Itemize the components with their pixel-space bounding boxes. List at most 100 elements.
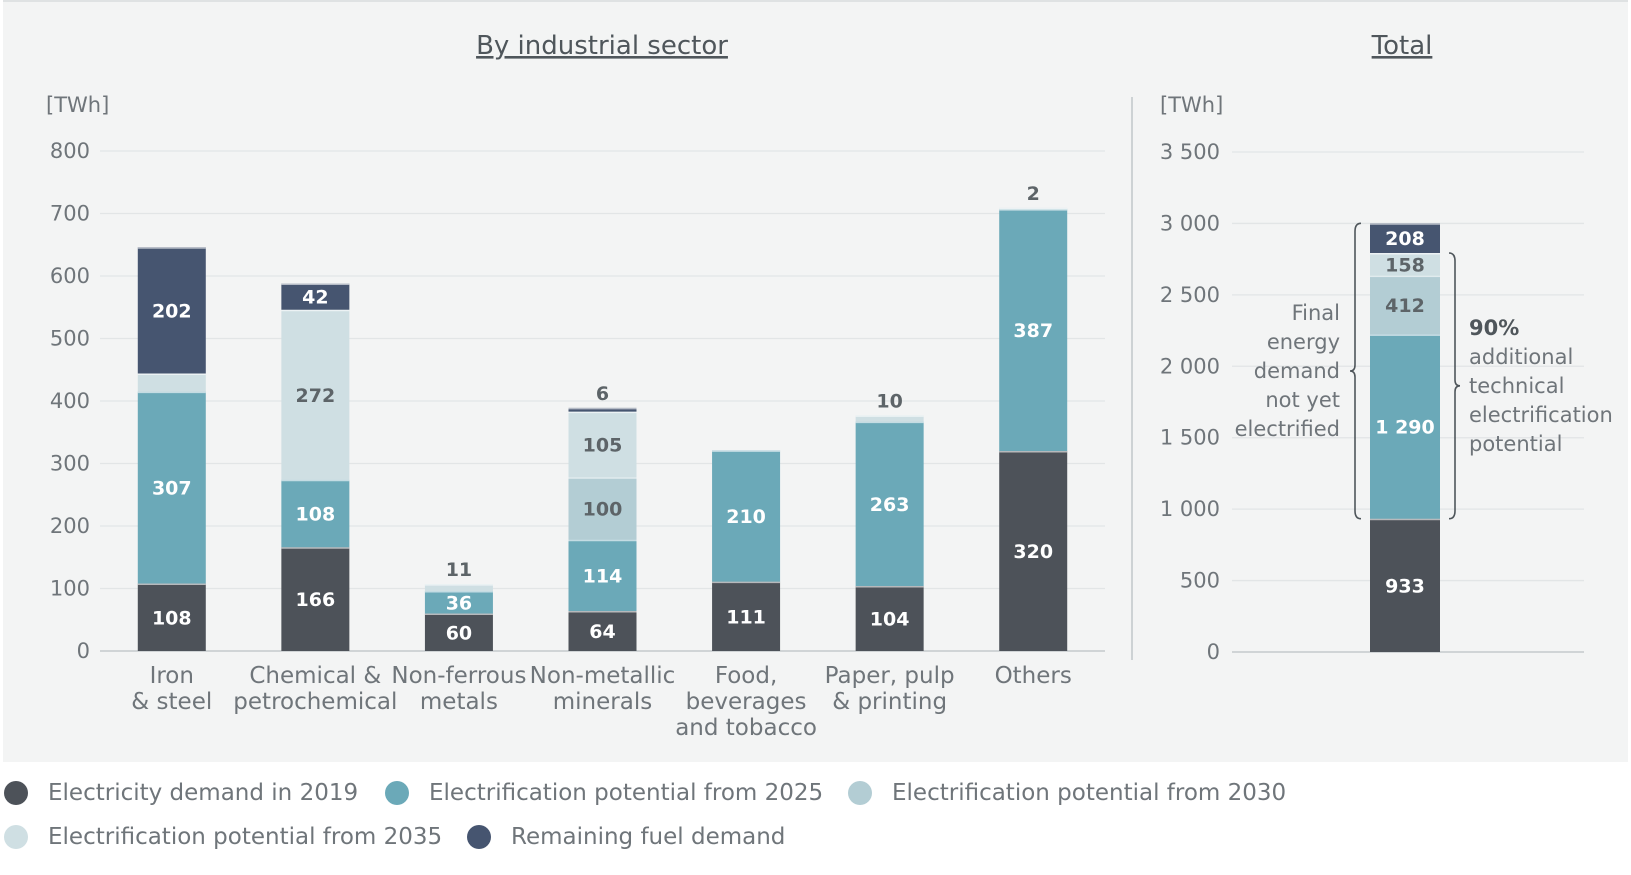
total-data-label: 208 <box>1385 228 1425 250</box>
legend-swatch <box>4 781 28 805</box>
x-category-label: Non-metallic <box>530 663 676 689</box>
legend-swatch <box>385 781 409 805</box>
data-label: 307 <box>152 478 192 500</box>
left-y-tick-label: 500 <box>50 327 90 351</box>
data-label: 108 <box>296 504 336 526</box>
x-category-label: metals <box>420 689 498 715</box>
bar-segment-fuel <box>568 407 637 412</box>
bar-segment-fuel <box>137 247 206 374</box>
left-y-tick-label: 0 <box>77 639 90 663</box>
data-label: 60 <box>446 622 472 644</box>
total-bar-segment-e2019 <box>1370 518 1440 652</box>
right-brace-annotation: potential <box>1469 432 1562 456</box>
x-category-label: Paper, pulp <box>825 663 955 689</box>
total-bar-segment-p2030 <box>1370 275 1440 335</box>
bar-segment-e2019 <box>137 583 206 651</box>
bar-segment-separator <box>1370 518 1440 521</box>
legend-swatch <box>467 825 491 849</box>
bar-segment-separator <box>137 247 206 249</box>
data-label: 42 <box>302 287 328 309</box>
bar-segment-separator <box>137 391 206 394</box>
data-label: 2 <box>1027 183 1040 205</box>
total-data-label: 158 <box>1385 254 1425 276</box>
data-label: 105 <box>583 434 623 456</box>
left-brace-annotation: Final <box>1292 301 1340 325</box>
bar-segment-separator <box>1370 275 1440 278</box>
right-brace-annotation: electrification <box>1469 403 1613 427</box>
bar-segment-separator <box>1370 334 1440 336</box>
right-y-tick-label: 2 500 <box>1160 283 1220 307</box>
bar-segment-p2025 <box>999 209 1068 451</box>
bar-segment-fuel <box>281 283 350 310</box>
data-label: 64 <box>589 621 615 643</box>
bar-segment-separator <box>137 373 206 375</box>
bar-segment-separator <box>424 584 493 586</box>
right-y-tick-label: 3 000 <box>1160 211 1220 235</box>
x-category-label: Non-ferrous <box>391 663 526 689</box>
bar-segment-e2019 <box>568 611 637 651</box>
data-label: 272 <box>296 385 336 407</box>
total-data-label: 412 <box>1385 295 1425 317</box>
data-label: 108 <box>152 607 192 629</box>
legend-label: Electricity demand in 2019 <box>48 780 359 806</box>
data-label: 111 <box>726 606 766 628</box>
data-label: 36 <box>446 592 472 614</box>
x-category-label: minerals <box>553 689 652 715</box>
left-y-tick-label: 600 <box>50 264 90 288</box>
data-label: 210 <box>726 506 766 528</box>
bar-segment-p2035 <box>568 411 637 478</box>
legend-label: Remaining fuel demand <box>511 824 786 850</box>
x-category-label: petrochemical <box>233 689 397 715</box>
data-label: 11 <box>446 559 472 581</box>
right-brace-annotation: technical <box>1469 374 1564 398</box>
legend-swatch <box>4 825 28 849</box>
x-category-label: & printing <box>832 689 947 715</box>
right-y-tick-label: 0 <box>1207 640 1220 664</box>
left-brace-annotation: energy <box>1267 330 1340 354</box>
bar-segment-p2025 <box>568 539 637 611</box>
left-y-tick-label: 300 <box>50 452 90 476</box>
right-brace-annotation: additional <box>1469 345 1573 369</box>
bar-segment-separator <box>424 613 493 615</box>
bar-segment-p2035 <box>137 373 206 392</box>
bar-segment-p2025 <box>137 391 206 584</box>
legend-item-e2019: Electricity demand in 2019 <box>4 780 358 806</box>
bar-segment-p2025 <box>424 591 493 614</box>
sector-chart: 0100200300400500600700800108307202Iron& … <box>50 139 1105 741</box>
x-category-label: beverages <box>686 689 807 715</box>
bar-segment-separator <box>855 586 924 588</box>
right-y-unit: [TWh] <box>1160 93 1223 117</box>
bar-segment-p2025 <box>712 450 781 582</box>
total-data-label: 933 <box>1385 575 1425 597</box>
bar-segment-separator <box>281 479 350 482</box>
legend-label: Electrification potential from 2030 <box>892 780 1287 806</box>
data-label: 100 <box>583 499 623 521</box>
legend-label: Electrification potential from 2035 <box>48 824 443 850</box>
bar-segment-separator <box>712 450 781 452</box>
legend-item-p2030: Electrification potential from 2030 <box>848 780 1286 806</box>
right-y-tick-label: 1 000 <box>1160 497 1220 521</box>
data-label: 10 <box>876 390 902 412</box>
bar-segment-e2019 <box>281 547 350 651</box>
bar-segment-separator <box>999 451 1068 453</box>
left-brace-annotation: not yet <box>1265 388 1340 412</box>
right-brace <box>1448 252 1461 520</box>
data-label: 387 <box>1013 320 1053 342</box>
bar-segment-p2030 <box>568 477 637 540</box>
sector-panel-title: By industrial sector <box>476 31 728 61</box>
right-brace-percent: 90% <box>1469 316 1519 340</box>
total-bar-segment-fuel <box>1370 223 1440 253</box>
total-bar-segment-p2035 <box>1370 253 1440 276</box>
left-y-tick-label: 200 <box>50 514 90 538</box>
bar-segment-separator <box>1370 223 1440 225</box>
bar-segment-separator <box>855 415 924 417</box>
data-label: 166 <box>296 589 336 611</box>
data-label: 6 <box>596 383 609 405</box>
legend: Electricity demand in 2019 Electrificatio… <box>0 780 1631 875</box>
bar-segment-p2035 <box>855 415 924 422</box>
left-brace-annotation: demand <box>1254 359 1340 383</box>
right-y-tick-label: 2 000 <box>1160 354 1220 378</box>
x-category-label: Iron <box>150 663 194 689</box>
x-category-label: Chemical & <box>249 663 381 689</box>
legend-swatch <box>848 781 872 805</box>
